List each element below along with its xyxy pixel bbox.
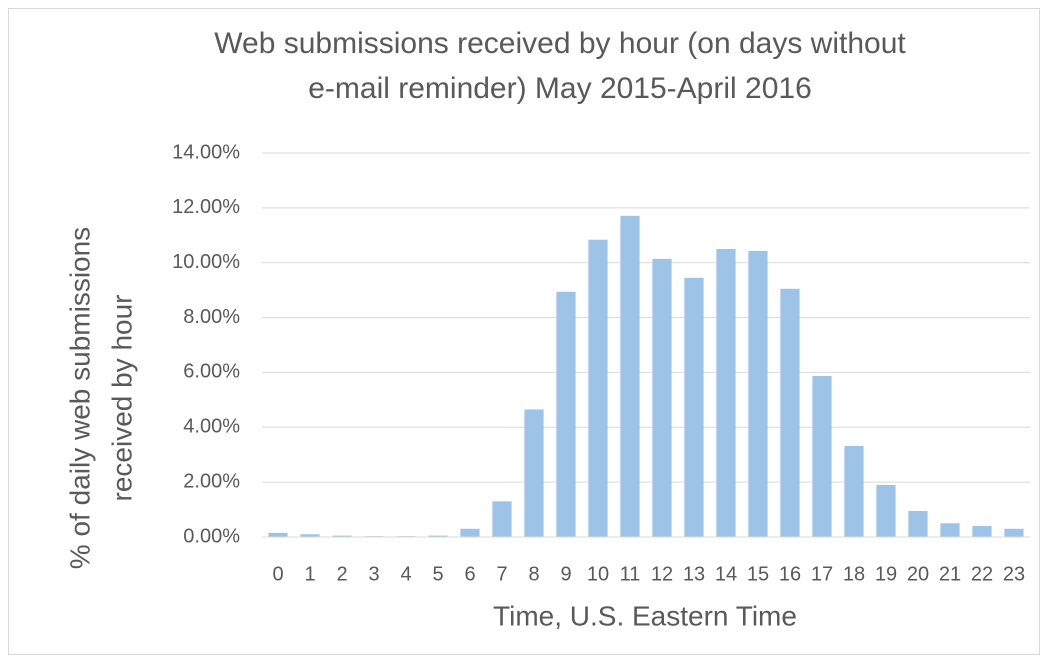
bar (876, 484, 896, 537)
bar (716, 249, 736, 537)
x-tick-label: 20 (907, 563, 929, 585)
chart-title: e-mail reminder) May 2015-April 2016 (308, 72, 812, 105)
y-tick-label: 14.00% (172, 141, 240, 163)
x-tick-label: 8 (528, 563, 539, 585)
chart-frame (8, 8, 1040, 655)
x-tick-label: 2 (336, 563, 347, 585)
bar (332, 535, 352, 537)
x-tick-label: 16 (779, 563, 801, 585)
bar (780, 288, 800, 537)
y-axis-title: received by hour (106, 294, 137, 501)
y-tick-label: 4.00% (183, 416, 240, 438)
y-tick-label: 12.00% (172, 196, 240, 218)
bar (428, 535, 448, 537)
y-tick-label: 6.00% (183, 361, 240, 383)
x-tick-label: 11 (620, 563, 641, 585)
bar (588, 239, 608, 537)
x-tick-label: 7 (496, 563, 507, 585)
x-tick-label: 3 (368, 563, 379, 585)
bar (972, 526, 992, 537)
x-tick-label: 9 (560, 563, 571, 585)
bar (1004, 528, 1024, 537)
bar (812, 375, 832, 537)
bar (940, 523, 960, 537)
x-tick-label: 14 (715, 563, 737, 585)
x-tick-label: 0 (272, 563, 283, 585)
x-tick-label: 23 (1003, 563, 1025, 585)
y-tick-label: 0.00% (183, 525, 240, 547)
x-tick-label: 18 (843, 563, 865, 585)
x-tick-label: 17 (811, 563, 833, 585)
x-tick-label: 19 (875, 563, 897, 585)
x-tick-label: 12 (651, 563, 673, 585)
bar (524, 409, 544, 537)
y-axis-title: % of daily web submissions (64, 227, 95, 569)
bar (492, 501, 512, 537)
x-tick-label: 5 (432, 563, 443, 585)
x-tick-label: 1 (304, 563, 315, 585)
x-tick-label: 4 (400, 563, 411, 585)
x-tick-label: 6 (464, 563, 475, 585)
bar (684, 277, 704, 537)
x-tick-label: 22 (971, 563, 993, 585)
bar (844, 445, 864, 537)
x-tick-label: 13 (683, 563, 705, 585)
x-tick-label: 10 (587, 563, 609, 585)
bar (268, 532, 288, 537)
y-tick-label: 2.00% (183, 470, 240, 492)
bar (908, 510, 928, 537)
chart-title: Web submissions received by hour (on day… (214, 27, 906, 60)
y-tick-label: 8.00% (183, 306, 240, 328)
bar (300, 534, 320, 537)
bar (556, 291, 576, 537)
x-axis-title: Time, U.S. Eastern Time (493, 600, 797, 631)
y-tick-label: 10.00% (172, 251, 240, 273)
bar (620, 215, 640, 537)
x-tick-label: 21 (939, 563, 961, 585)
bar (652, 258, 672, 537)
bar (460, 528, 480, 537)
x-tick-label: 15 (747, 563, 769, 585)
bar (748, 250, 768, 538)
